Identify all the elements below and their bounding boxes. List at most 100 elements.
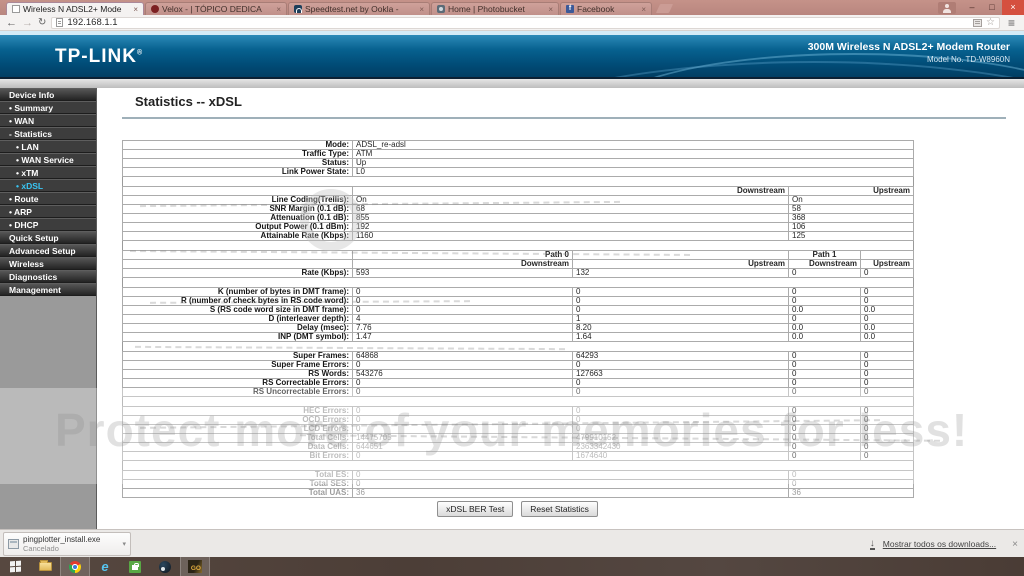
sidebar-item-quick-setup[interactable]: Quick Setup bbox=[0, 231, 96, 244]
sidebar-item-arp[interactable]: • ARP bbox=[0, 205, 96, 218]
taskbar: e GO ▲ POR 00:59 16/06/2015 bbox=[0, 557, 1024, 576]
bookmarks-stack-icon[interactable] bbox=[973, 18, 983, 27]
stat-value: 368 bbox=[788, 213, 914, 223]
file-explorer-button[interactable] bbox=[30, 557, 60, 576]
tab-facebook[interactable]: f Facebook × bbox=[560, 2, 652, 15]
internet-explorer-button[interactable]: e bbox=[90, 557, 120, 576]
csgo-icon: GO bbox=[188, 560, 202, 573]
header-grey-strip bbox=[0, 79, 1024, 88]
table-row: RS Uncorrectable Errors: 0 0 0 0 bbox=[122, 387, 914, 397]
tab-speedtest[interactable]: Speedtest.net by Ookla - × bbox=[288, 2, 430, 15]
tab-title: Home | Photobucket bbox=[448, 4, 525, 14]
tab-router[interactable]: Wireless N ADSL2+ Mode × bbox=[6, 2, 144, 15]
csgo-button[interactable]: GO bbox=[180, 557, 210, 576]
windows-store-button[interactable] bbox=[120, 557, 150, 576]
sidebar-item-route[interactable]: • Route bbox=[0, 192, 96, 205]
table-row: Data Cells: 644651 2363342430 0 0 bbox=[122, 442, 914, 452]
sidebar-item-lan[interactable]: • LAN bbox=[0, 140, 96, 153]
folder-icon bbox=[38, 560, 52, 571]
table-row: Total ES: 0 0 bbox=[122, 470, 914, 480]
xdsl-ber-test-button[interactable]: xDSL BER Test bbox=[437, 501, 514, 517]
close-tab-icon[interactable]: × bbox=[641, 4, 646, 14]
tab-photobucket[interactable]: Home | Photobucket × bbox=[431, 2, 559, 15]
stat-value: 0 bbox=[572, 415, 789, 425]
close-tab-icon[interactable]: × bbox=[548, 4, 553, 14]
show-all-downloads-link[interactable]: Mostrar todos os downloads... bbox=[882, 539, 997, 549]
stat-value: 0 bbox=[572, 424, 789, 434]
back-icon[interactable]: ← bbox=[6, 16, 17, 29]
close-shelf-icon[interactable]: × bbox=[1012, 538, 1018, 550]
tab-title: Velox - | TÓPICO DEDICA bbox=[162, 4, 262, 14]
reload-icon[interactable]: ↻ bbox=[38, 16, 47, 28]
close-tab-icon[interactable]: × bbox=[276, 4, 281, 14]
table-row: Delay (msec): 7.76 8.20 0.0 0.0 bbox=[122, 323, 914, 333]
sidebar-item-device-info[interactable]: Device Info bbox=[0, 88, 96, 101]
stat-value: 0 bbox=[572, 305, 789, 315]
sidebar-item-wan-service[interactable]: • WAN Service bbox=[0, 153, 96, 166]
profile-icon[interactable] bbox=[938, 1, 956, 14]
sidebar-item-diagnostics[interactable]: Diagnostics bbox=[0, 270, 96, 283]
page-top-strip bbox=[0, 31, 1024, 35]
chrome-button[interactable] bbox=[60, 557, 90, 576]
stat-label: Attenuation (0.1 dB): bbox=[122, 213, 353, 223]
stat-value: Upstream bbox=[860, 259, 914, 269]
address-bar[interactable]: 192.168.1.1 ☆ bbox=[51, 16, 1000, 29]
stat-value bbox=[860, 250, 914, 260]
download-caret-icon[interactable]: ▾ bbox=[122, 541, 126, 548]
stat-value: 0 bbox=[860, 378, 914, 388]
minimize-button[interactable]: – bbox=[969, 2, 975, 12]
stat-label: Traffic Type: bbox=[122, 149, 353, 159]
table-row bbox=[123, 461, 914, 471]
reset-statistics-button[interactable]: Reset Statistics bbox=[521, 501, 598, 517]
sidebar-item-advanced-setup[interactable]: Advanced Setup bbox=[0, 244, 96, 257]
close-tab-icon[interactable]: × bbox=[419, 4, 424, 14]
close-tab-icon[interactable]: × bbox=[133, 4, 138, 14]
stat-value: 0.0 bbox=[788, 323, 861, 333]
sidebar-item-wireless[interactable]: Wireless bbox=[0, 257, 96, 270]
stat-value: 1674640 bbox=[572, 451, 789, 461]
table-row: LCD Errors: 0 0 0 0 bbox=[122, 424, 914, 434]
maximize-button[interactable]: □ bbox=[989, 2, 995, 12]
table-row bbox=[123, 397, 914, 407]
table-row: Bit Errors: 0 1674640 0 0 bbox=[122, 451, 914, 461]
stat-label: Attainable Rate (Kbps): bbox=[122, 231, 353, 241]
stat-value: 0 bbox=[860, 442, 914, 452]
tab-velox[interactable]: Velox - | TÓPICO DEDICA × bbox=[145, 2, 287, 15]
internet-explorer-icon: e bbox=[101, 559, 109, 574]
stat-value: 0 bbox=[352, 296, 573, 306]
stat-value: 0 bbox=[860, 314, 914, 324]
stat-value: 0 bbox=[788, 415, 861, 425]
table-row: D (interleaver depth): 4 1 0 0 bbox=[122, 314, 914, 324]
stat-value: 0 bbox=[572, 387, 789, 397]
tab-title: Speedtest.net by Ookla - bbox=[305, 4, 399, 14]
stat-value: 0 bbox=[352, 451, 573, 461]
windows-logo-icon bbox=[9, 560, 21, 573]
chrome-menu-icon[interactable]: ≡ bbox=[1007, 15, 1015, 30]
sidebar-item-dhcp[interactable]: • DHCP bbox=[0, 218, 96, 231]
stat-value: 0 bbox=[788, 268, 861, 278]
download-item[interactable]: pingplotter_install.exe Cancelado ▾ bbox=[3, 532, 131, 556]
velox-icon bbox=[151, 5, 159, 13]
stat-value: 0.0 bbox=[860, 305, 914, 315]
stat-value: 0 bbox=[788, 387, 861, 397]
bookmark-star-icon[interactable]: ☆ bbox=[986, 16, 995, 28]
start-button[interactable] bbox=[0, 557, 30, 576]
stat-value: Up bbox=[352, 158, 914, 168]
stat-value: 0 bbox=[572, 360, 789, 370]
sidebar-item-wan[interactable]: • WAN bbox=[0, 114, 96, 127]
stat-value: 0 bbox=[572, 378, 789, 388]
sidebar-item-management[interactable]: Management bbox=[0, 283, 96, 296]
forward-icon[interactable]: → bbox=[22, 16, 33, 29]
sidebar-item-xdsl[interactable]: • xDSL bbox=[0, 179, 96, 192]
steam-button[interactable] bbox=[150, 557, 180, 576]
sidebar-item-summary[interactable]: • Summary bbox=[0, 101, 96, 114]
new-tab-button[interactable] bbox=[655, 4, 674, 13]
url-text[interactable]: 192.168.1.1 bbox=[67, 17, 118, 28]
sidebar-item-statistics[interactable]: - Statistics bbox=[0, 127, 96, 140]
table-row bbox=[123, 342, 914, 352]
close-window-button[interactable]: × bbox=[1002, 0, 1024, 15]
stat-label: Line Coding(Trellis): bbox=[122, 195, 353, 205]
stat-label: LCD Errors: bbox=[122, 424, 353, 434]
stat-value: 0 bbox=[788, 470, 914, 480]
sidebar-item-xtm[interactable]: • xTM bbox=[0, 166, 96, 179]
